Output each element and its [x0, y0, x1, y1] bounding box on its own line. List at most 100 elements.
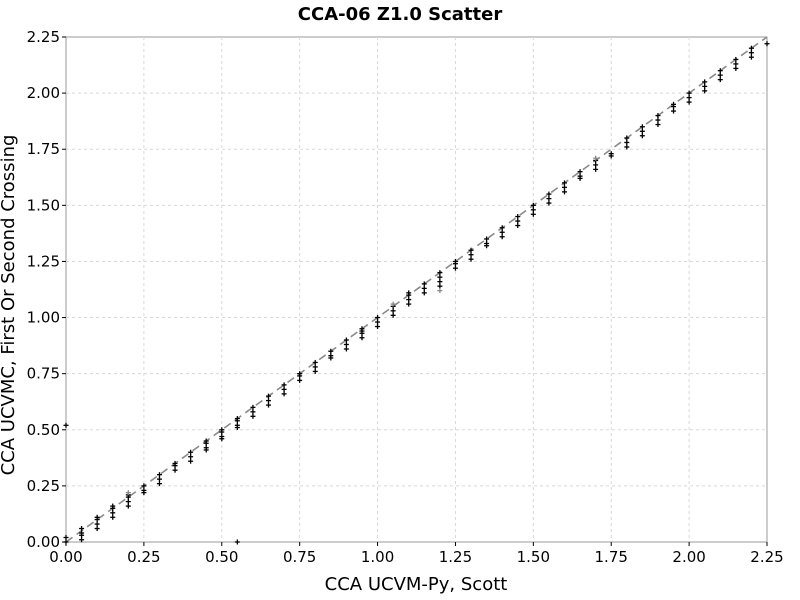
grid	[66, 37, 767, 542]
data-point	[499, 225, 505, 231]
data-point	[125, 503, 131, 509]
data-point	[702, 88, 708, 94]
data-point	[468, 247, 474, 253]
data-point	[188, 458, 194, 464]
data-point	[546, 200, 552, 206]
data-point	[281, 391, 287, 397]
data-point	[577, 173, 583, 179]
data-point	[343, 341, 349, 347]
data-point	[686, 99, 692, 105]
data-point	[561, 189, 567, 195]
data-point	[266, 393, 272, 399]
data-point	[375, 324, 381, 330]
data-point	[359, 335, 365, 341]
data-point	[484, 236, 490, 242]
data-point	[546, 191, 552, 197]
data-point	[452, 258, 458, 264]
data-point	[219, 427, 225, 433]
x-tick-label: 0.75	[283, 548, 316, 566]
data-point	[639, 124, 645, 130]
data-point	[421, 285, 427, 291]
x-tick-label: 1.75	[595, 548, 628, 566]
data-point	[390, 312, 396, 318]
data-point	[437, 274, 443, 280]
data-point	[421, 281, 427, 287]
data-point	[624, 144, 630, 150]
data-point	[717, 72, 723, 78]
data-point	[406, 290, 412, 296]
data-point	[733, 61, 739, 67]
x-tick-label: 1.25	[439, 548, 472, 566]
y-axis-ticks: 0.00 0.25 0.50 0.75 1.00 1.25 1.50 1.75 2.00 2.25	[27, 28, 66, 551]
data-point	[328, 348, 334, 354]
data-point	[593, 155, 599, 161]
y-tick-label: 0.75	[27, 365, 60, 383]
x-axis-label: CCA UCVM-Py, Scott	[325, 574, 508, 595]
data-point	[219, 434, 225, 440]
data-point	[561, 180, 567, 186]
y-tick-label: 2.25	[27, 28, 60, 46]
data-point	[188, 454, 194, 460]
y-tick-label: 0.00	[27, 533, 60, 551]
x-tick-label: 0.00	[49, 548, 82, 566]
data-point	[250, 413, 256, 419]
data-point	[702, 79, 708, 85]
data-point	[671, 101, 677, 107]
data-point	[639, 128, 645, 134]
y-tick-label: 1.00	[27, 309, 60, 327]
data-point	[94, 514, 100, 520]
reference-line	[65, 36, 768, 543]
data-point	[203, 445, 209, 451]
data-point	[468, 252, 474, 258]
data-point	[530, 211, 536, 217]
data-point	[375, 319, 381, 325]
data-point	[406, 297, 412, 303]
data-point	[234, 416, 240, 422]
data-point	[624, 135, 630, 141]
x-tick-label: 1.50	[517, 548, 550, 566]
data-point	[530, 202, 536, 208]
data-point	[79, 537, 85, 543]
data-point	[359, 326, 365, 332]
data-point	[343, 337, 349, 343]
data-point	[577, 169, 583, 175]
x-tick-label: 2.25	[750, 548, 783, 566]
data-point	[515, 214, 521, 220]
data-point	[515, 223, 521, 229]
data-point	[234, 539, 240, 545]
x-tick-label: 0.25	[127, 548, 160, 566]
data-point	[188, 449, 194, 455]
data-point	[608, 151, 614, 157]
data-point	[593, 166, 599, 172]
data-point	[125, 499, 131, 505]
data-point	[328, 353, 334, 359]
data-point	[156, 476, 162, 482]
data-point	[702, 83, 708, 89]
y-tick-label: 1.25	[27, 252, 60, 270]
data-point	[312, 359, 318, 365]
data-point	[437, 270, 443, 276]
data-point	[141, 483, 147, 489]
data-point	[437, 288, 443, 294]
data-point	[156, 472, 162, 478]
y-tick-label: 0.50	[27, 421, 60, 439]
data-point	[172, 460, 178, 466]
data-point	[530, 207, 536, 213]
data-point	[281, 382, 287, 388]
data-point	[266, 402, 272, 408]
data-point	[437, 279, 443, 285]
data-point	[484, 240, 490, 246]
data-point	[79, 530, 85, 536]
data-point	[297, 377, 303, 383]
data-point	[110, 503, 116, 509]
y-axis-label: CCA UCVMC, First Or Second Crossing	[0, 135, 19, 476]
y-tick-label: 1.50	[27, 196, 60, 214]
data-point	[437, 283, 443, 289]
data-point	[94, 526, 100, 532]
data-point	[733, 65, 739, 71]
x-tick-label: 1.00	[361, 548, 394, 566]
data-point	[624, 139, 630, 145]
data-point	[717, 77, 723, 83]
data-point	[748, 45, 754, 51]
